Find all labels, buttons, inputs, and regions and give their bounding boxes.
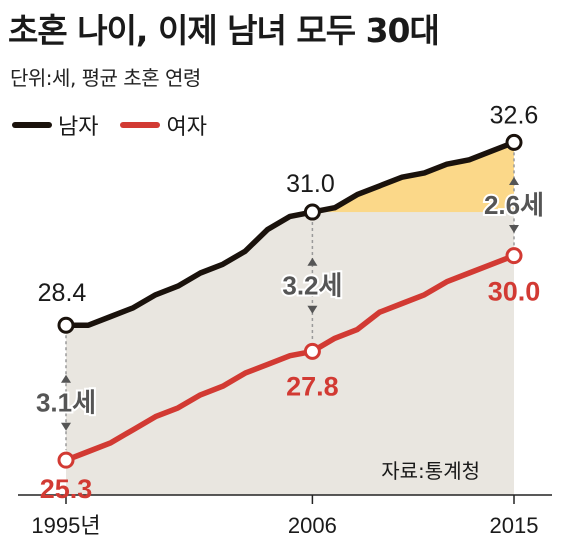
x-tick-label: 2015 <box>490 513 539 538</box>
legend-label-women: 여자 <box>166 115 207 140</box>
x-tick-label: 2006 <box>288 513 337 538</box>
series-line-women <box>63 252 517 463</box>
gap-arrow-down <box>509 225 519 233</box>
chart-title: 초혼 나이, 이제 남녀 모두 30대 <box>8 11 440 50</box>
data-label: 31.0 <box>286 170 335 198</box>
source-note: 자료:통계청 <box>381 459 480 483</box>
data-label: 32.6 <box>490 101 539 129</box>
data-label: 28.4 <box>38 279 87 307</box>
data-label: 25.3 <box>40 474 93 504</box>
gap-label: 3.1세 <box>36 388 96 418</box>
unit-note: 단위:세, 평균 초혼 연령 <box>10 66 201 90</box>
data-point <box>505 133 523 151</box>
data-point <box>303 342 321 360</box>
gap-label: 3.2세 <box>282 271 342 301</box>
gap-arrow-up <box>307 257 318 266</box>
gap-arrow-down <box>61 422 71 431</box>
data-point <box>505 247 523 265</box>
gap-label: 2.6세 <box>484 190 544 220</box>
legend-item-men: 남자 <box>12 109 98 141</box>
gap-arrow-down <box>307 305 318 314</box>
legend-swatch-women <box>120 122 161 128</box>
data-label: 27.8 <box>286 371 339 401</box>
legend-label-men: 남자 <box>58 115 99 140</box>
data-point <box>57 316 75 334</box>
data-point <box>303 203 321 221</box>
gap-arrow-up <box>61 374 71 383</box>
legend-swatch-men <box>12 122 52 128</box>
x-tick-label: 1995년 <box>31 513 100 538</box>
data-point <box>57 451 75 469</box>
data-label: 30.0 <box>488 277 541 307</box>
gap-arrow-up <box>509 177 519 185</box>
series-line-men <box>63 139 517 328</box>
legend: 남자 여자 <box>12 110 229 140</box>
legend-item-women: 여자 <box>120 109 207 141</box>
